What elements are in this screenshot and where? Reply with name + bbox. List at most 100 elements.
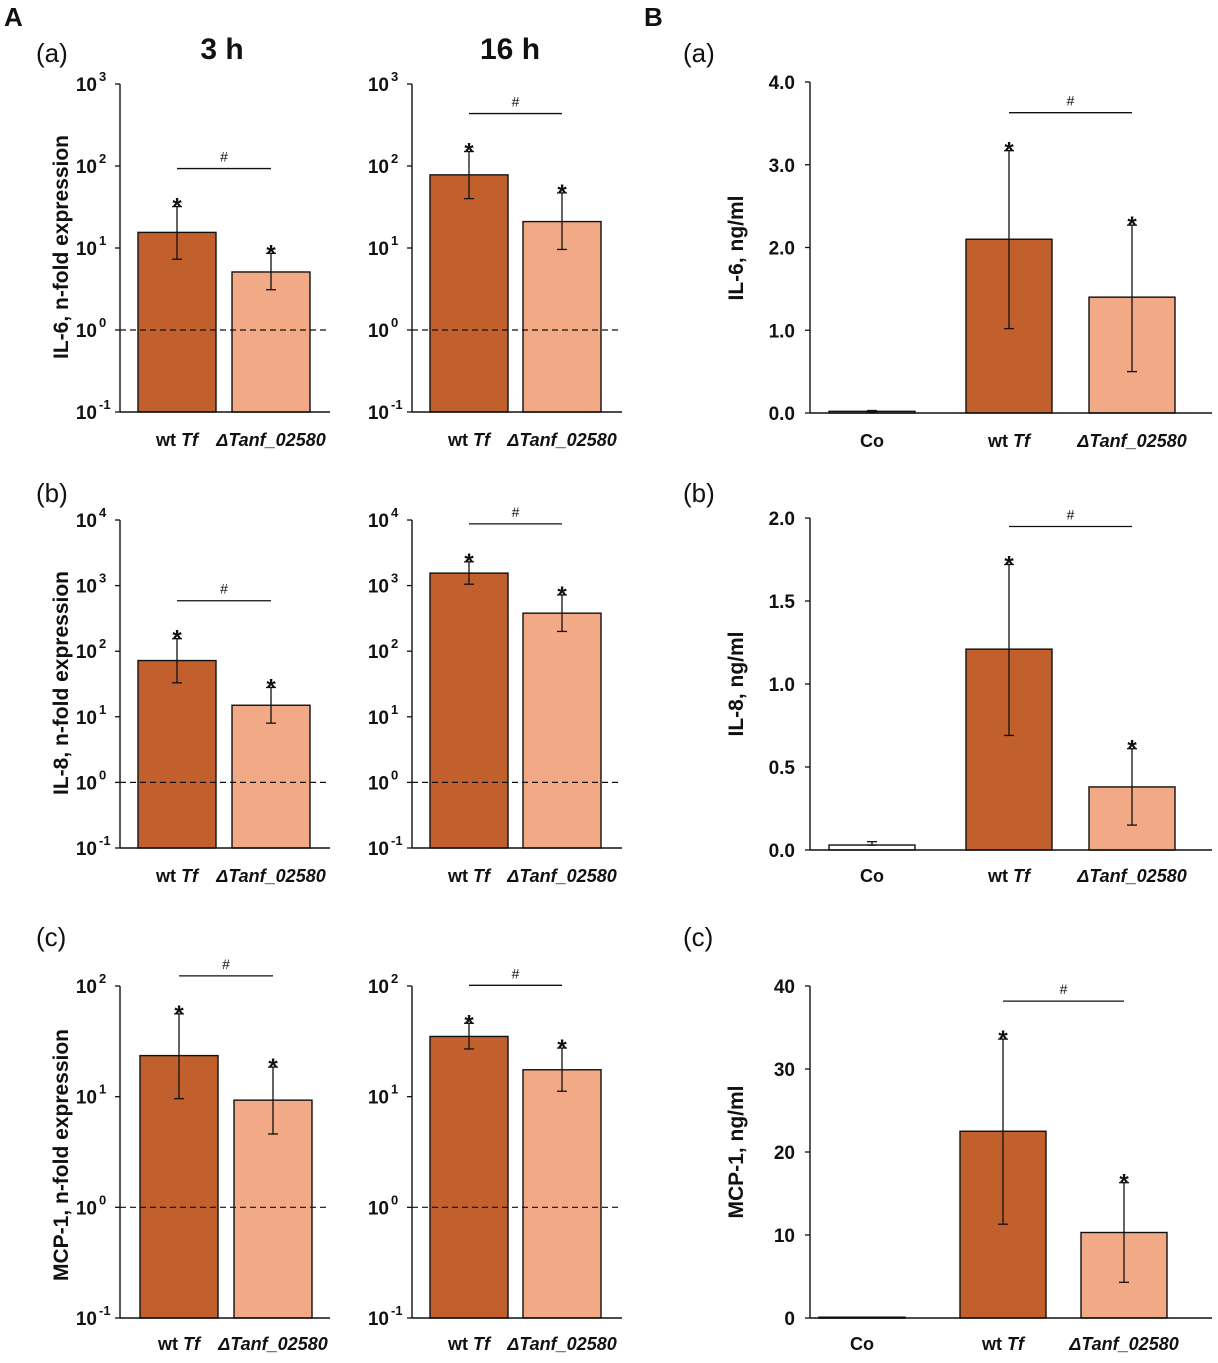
category-label-A-c-3h-0: wt Tf xyxy=(157,1334,202,1354)
y-tick-exponent-A-b-16h-0: 0 xyxy=(391,767,398,782)
y-tick-exponent-A-c-16h--1: -1 xyxy=(391,1303,403,1318)
y-tick-label-B-a-2: 2.0 xyxy=(769,239,795,260)
y-tick-exponent-A-a-3h-3: 3 xyxy=(99,69,106,84)
panel-label-A: A xyxy=(4,2,23,32)
y-tick-exponent-A-a-16h-3: 3 xyxy=(391,69,398,84)
y-tick-label-B-b-0: 0.0 xyxy=(769,841,795,862)
y-tick-exponent-A-b-3h-1: 1 xyxy=(99,702,106,717)
subpanel-label-B-c: (c) xyxy=(683,922,713,952)
y-tick-exponent-A-a-16h-0: 0 xyxy=(391,315,398,330)
significance-star-B-c-1: * xyxy=(998,1026,1008,1053)
y-tick-label-A-a-3h-2: 10 xyxy=(76,157,97,178)
y-tick-label-A-b-3h-2: 10 xyxy=(76,642,97,663)
category-label-A-a-16h-0: wt Tf xyxy=(447,430,492,450)
y-tick-label-A-c-3h-1: 10 xyxy=(76,1088,97,1109)
chart-B-c: * * #0 10 20 30 40 Co wt Tf ΔTanf_02580 MCP-1, ng/… xyxy=(683,922,1212,1354)
significance-star-A-a-16h-1: * xyxy=(557,180,567,207)
category-label-B-b-2: ΔTanf_02580 xyxy=(1076,866,1186,886)
significance-hash-A-a-3h: # xyxy=(220,149,228,165)
y-tick-exponent-A-b-16h-3: 3 xyxy=(391,571,398,586)
y-tick-label-A-c-16h-0: 10 xyxy=(368,1198,389,1219)
category-label-B-a-1: wt Tf xyxy=(987,431,1032,451)
y-tick-label-A-a-16h--1: 10 xyxy=(368,403,389,424)
subpanel-label-A-b-3h: (b) xyxy=(36,478,68,508)
significance-star-A-a-3h-1: * xyxy=(266,240,276,267)
significance-star-A-a-3h-0: * xyxy=(172,194,182,221)
significance-star-B-b-2: * xyxy=(1127,736,1137,763)
y-tick-label-A-a-3h-3: 10 xyxy=(76,75,97,96)
y-tick-label-A-b-16h-1: 10 xyxy=(368,708,389,729)
y-tick-label-A-b-3h-0: 10 xyxy=(76,773,97,794)
y-axis-label-B-a: IL-6, ng/ml xyxy=(725,196,748,301)
y-tick-exponent-A-a-16h--1: -1 xyxy=(391,397,403,412)
y-tick-label-B-c-0: 0 xyxy=(784,1309,795,1330)
y-tick-exponent-A-c-3h--1: -1 xyxy=(99,1303,111,1318)
y-tick-exponent-A-a-3h--1: -1 xyxy=(99,397,111,412)
category-label-B-a-2: ΔTanf_02580 xyxy=(1076,431,1186,451)
y-tick-label-A-a-16h-1: 10 xyxy=(368,239,389,260)
y-tick-label-B-c-4: 40 xyxy=(774,977,795,998)
bar-A-b-3h-1 xyxy=(231,704,311,849)
category-label-A-b-3h-0: wt Tf xyxy=(155,866,200,886)
y-tick-exponent-A-b-3h-3: 3 xyxy=(99,571,106,586)
y-tick-exponent-A-b-3h-4: 4 xyxy=(99,505,107,520)
y-tick-label-B-a-1: 1.0 xyxy=(769,321,795,342)
bar-A-a-3h-0 xyxy=(137,231,217,413)
category-label-A-a-3h-0: wt Tf xyxy=(155,430,200,450)
significance-star-A-c-3h-0: * xyxy=(174,1001,184,1028)
significance-hash-B-b: # xyxy=(1067,506,1075,522)
category-label-B-c-0: Co xyxy=(850,1334,874,1354)
significance-hash-A-a-16h: # xyxy=(512,94,520,110)
y-tick-label-A-a-16h-2: 10 xyxy=(368,157,389,178)
y-tick-exponent-A-a-3h-0: 0 xyxy=(99,315,106,330)
y-tick-exponent-A-c-3h-0: 0 xyxy=(99,1192,106,1207)
y-tick-label-B-c-2: 20 xyxy=(774,1143,795,1164)
significance-star-B-a-2: * xyxy=(1127,212,1137,239)
category-label-B-a-0: Co xyxy=(860,431,884,451)
bar-A-c-16h-0 xyxy=(429,1035,509,1319)
significance-star-A-b-3h-0: * xyxy=(172,626,182,653)
y-tick-label-A-a-3h-1: 10 xyxy=(76,239,97,260)
y-tick-label-A-b-16h--1: 10 xyxy=(368,839,389,860)
significance-star-A-c-16h-1: * xyxy=(557,1035,567,1062)
subpanel-label-A-a-3h: (a) xyxy=(36,38,68,68)
category-label-A-c-16h-1: ΔTanf_02580 xyxy=(506,1334,616,1354)
y-tick-label-B-c-1: 10 xyxy=(774,1226,795,1247)
y-tick-exponent-A-b-16h-4: 4 xyxy=(391,505,399,520)
y-tick-label-A-c-3h-2: 10 xyxy=(76,977,97,998)
column-header-3h: 3 h xyxy=(200,33,243,66)
bar-A-b-16h-1 xyxy=(522,612,602,849)
y-tick-label-B-b-2: 1.0 xyxy=(769,675,795,696)
y-tick-label-A-a-16h-3: 10 xyxy=(368,75,389,96)
y-tick-exponent-A-a-16h-2: 2 xyxy=(391,151,398,166)
y-tick-label-A-c-16h-1: 10 xyxy=(368,1088,389,1109)
category-label-B-b-1: wt Tf xyxy=(987,866,1032,886)
category-label-A-c-3h-1: ΔTanf_02580 xyxy=(217,1334,327,1354)
significance-hash-B-a: # xyxy=(1067,93,1075,109)
significance-star-A-b-3h-1: * xyxy=(266,674,276,701)
y-tick-label-A-c-3h-0: 10 xyxy=(76,1198,97,1219)
bar-A-c-3h-1 xyxy=(233,1099,313,1319)
y-axis-label-B-b: IL-8, ng/ml xyxy=(725,632,748,737)
y-tick-label-A-a-3h--1: 10 xyxy=(76,403,97,424)
category-label-A-b-16h-0: wt Tf xyxy=(447,866,492,886)
significance-star-B-b-1: * xyxy=(1004,551,1014,578)
y-tick-exponent-A-b-3h-0: 0 xyxy=(99,767,106,782)
bar-A-b-16h-0 xyxy=(429,572,509,849)
y-tick-label-A-c-16h--1: 10 xyxy=(368,1309,389,1330)
significance-star-B-a-1: * xyxy=(1004,138,1014,165)
significance-hash-A-c-3h: # xyxy=(222,956,230,972)
bar-A-a-3h-1 xyxy=(231,271,311,413)
y-tick-label-A-b-3h-4: 10 xyxy=(76,511,97,532)
y-tick-exponent-A-c-16h-2: 2 xyxy=(391,971,398,986)
significance-star-A-c-3h-1: * xyxy=(268,1054,278,1081)
y-tick-exponent-A-c-16h-0: 0 xyxy=(391,1192,398,1207)
subpanel-label-A-c-3h: (c) xyxy=(36,922,66,952)
y-tick-exponent-A-b-16h-1: 1 xyxy=(391,702,398,717)
significance-star-A-a-16h-0: * xyxy=(464,139,474,166)
